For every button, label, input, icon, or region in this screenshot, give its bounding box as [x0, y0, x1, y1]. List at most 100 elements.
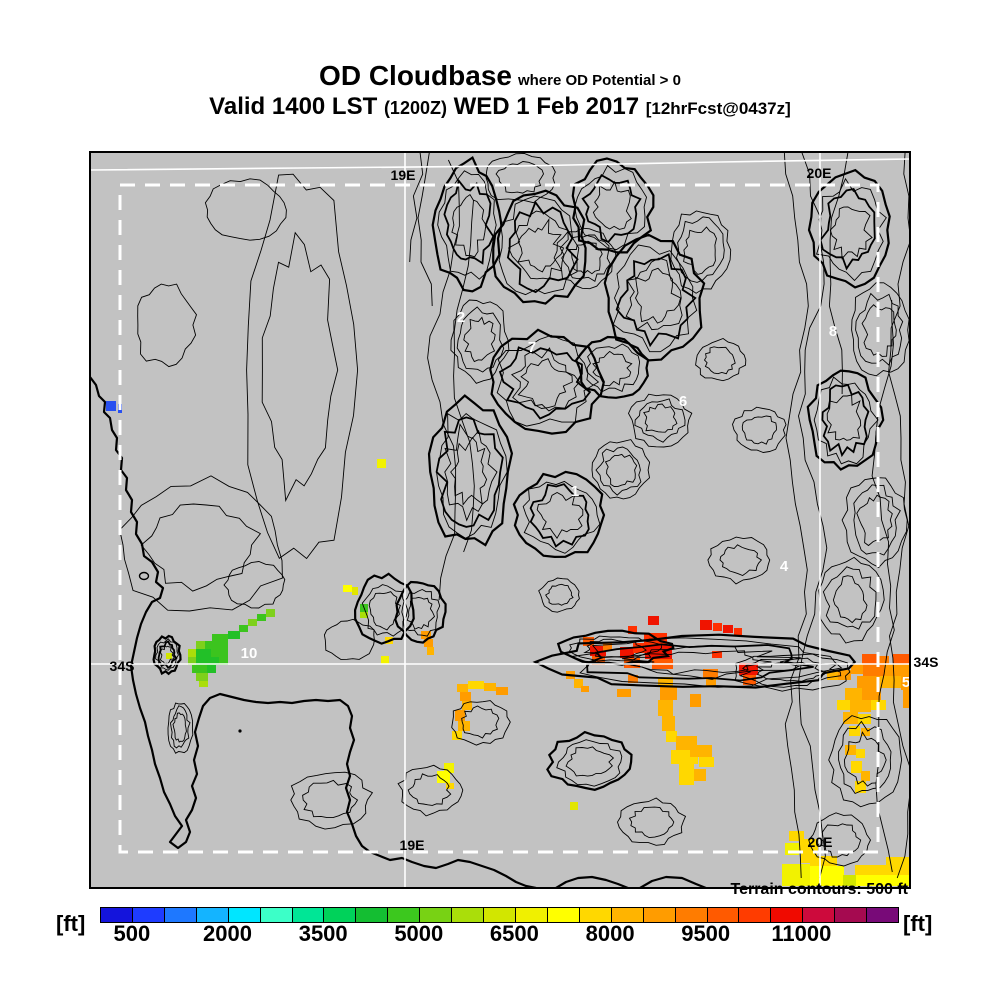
terrain-contour [861, 304, 897, 357]
overlay-cell [352, 587, 358, 595]
region-number: 4 [780, 558, 789, 575]
colorbar [100, 907, 899, 923]
terrain-contour [545, 583, 574, 606]
overlay-cell [468, 681, 484, 689]
terrain-contour [856, 494, 893, 547]
overlay-cell [343, 585, 352, 592]
terrain-contour [565, 746, 615, 777]
terrain-contour [456, 306, 505, 373]
overlay-cell [694, 769, 706, 781]
region-number: 10 [241, 645, 258, 662]
overlay-cell [196, 641, 205, 649]
colorbar-segment [835, 908, 868, 922]
terrain-contour [450, 299, 510, 384]
overlay-cell [658, 677, 673, 687]
page-title: OD Cloudbase [319, 60, 512, 91]
terrain-contour [851, 282, 910, 377]
overlay-cell [212, 634, 228, 642]
terrain-contour [401, 588, 441, 637]
terrain-contour [828, 715, 903, 808]
overlay-cell [381, 656, 389, 664]
terrain-contour [159, 645, 175, 665]
colorbar-segment [771, 908, 804, 922]
valid-line: Valid 1400 LST (1200Z) WED 1 Feb 2017 [1… [0, 93, 1000, 121]
overlay-cell [700, 620, 712, 630]
overlay-cell [862, 654, 877, 664]
overlay-cell [219, 657, 228, 665]
overlay-cell [789, 831, 804, 841]
terrain-contour [819, 187, 876, 271]
colorbar-segment [164, 908, 197, 922]
terrain-contour [683, 226, 717, 275]
overlay-cell [863, 664, 884, 676]
overlay-cell [845, 745, 856, 755]
terrain-contour [463, 316, 496, 363]
grid-label: 20E [808, 834, 833, 850]
overlay-cell [845, 688, 862, 700]
terrain-contour [583, 638, 647, 658]
terrain-contour [574, 164, 647, 251]
colorbar-tick-label: 9500 [681, 921, 731, 946]
coastline-path [555, 875, 629, 888]
terrain-contour [461, 705, 500, 739]
overlay-cell [662, 716, 675, 731]
overlay-cell [658, 700, 673, 716]
terrain-contour [246, 173, 359, 560]
colorbar-segment [643, 908, 676, 922]
overlay-cell [455, 710, 465, 721]
coastline-path [90, 376, 537, 888]
overlay-cell [884, 664, 910, 676]
colorbar-segment [739, 908, 772, 922]
colorbar-segment [675, 908, 708, 922]
overlay-cell [188, 649, 196, 657]
terrain-contour [532, 633, 857, 689]
terrain-contour [498, 195, 580, 296]
terrain-contour [591, 439, 651, 500]
overlay-cell [679, 764, 694, 785]
terrain-contour [517, 217, 565, 273]
overlay-cell [166, 653, 172, 659]
terrain-contour [615, 252, 697, 348]
domain-boundary [118, 183, 880, 854]
overlay-cell [858, 714, 871, 724]
colorbar-segment [611, 908, 644, 922]
colorbar-segment [452, 908, 485, 922]
overlay-cell [855, 781, 866, 793]
overlay-cell [457, 684, 468, 692]
terrain-contour [813, 376, 879, 465]
colorbar-segment [420, 908, 453, 922]
overlay-cell [446, 783, 454, 789]
overlay-cell [857, 676, 880, 688]
overlay-cell [827, 671, 838, 680]
terrain-contour [492, 189, 587, 305]
overlay-cell [188, 657, 196, 665]
grid-label: 34S [914, 654, 939, 670]
overlay-cell [581, 686, 589, 692]
overlay-cell [590, 646, 606, 656]
terrain-contour [353, 572, 415, 645]
colorbar-tick-labels: 500 2000 3500 5000 6500 8000 9500 11000 [100, 921, 897, 951]
colorbar-tick-label: 8000 [585, 921, 635, 946]
map-background [90, 152, 910, 888]
terrain-contour [853, 484, 901, 556]
terrain-contour [546, 730, 633, 791]
terrain-contour [627, 393, 693, 448]
terrain-contour [634, 267, 682, 324]
terrain-contour [832, 575, 868, 624]
terrain-contour [431, 155, 503, 293]
latitude-line [90, 158, 910, 171]
terrain-contour [368, 591, 401, 631]
overlay-cell [424, 639, 433, 647]
terrain-contour [170, 705, 191, 749]
colorbar-segment [707, 908, 740, 922]
terrain-contour [670, 210, 732, 294]
colorbar-tick-label: 500 [113, 921, 151, 946]
terrain-contour [707, 536, 771, 585]
colorbar-segment [292, 908, 325, 922]
terrain-contour [427, 159, 460, 601]
terrain-contour [302, 779, 359, 819]
terrain-contour [621, 650, 772, 675]
valid-time: Valid 1400 LST [209, 93, 378, 121]
valid-date: WED 1 Feb 2017 [453, 93, 640, 121]
